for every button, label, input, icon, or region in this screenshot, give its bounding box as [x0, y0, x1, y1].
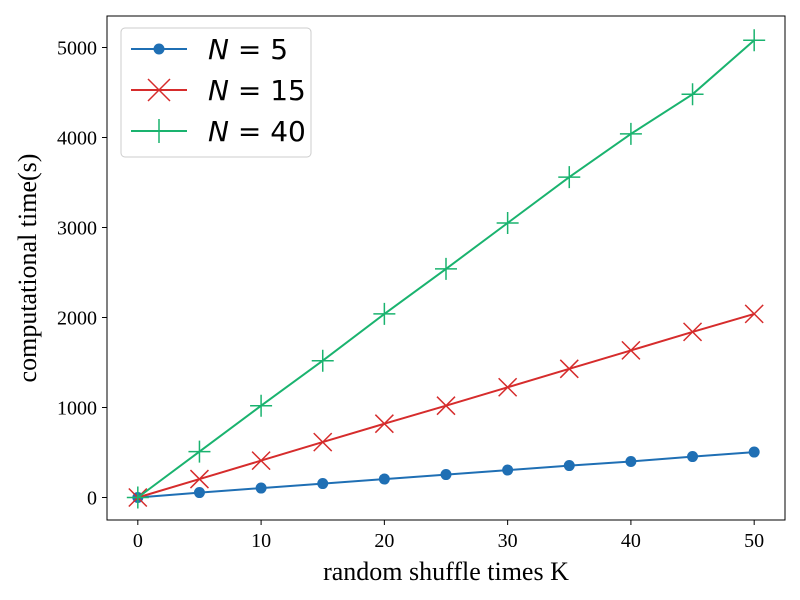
legend-marker: [147, 78, 171, 102]
data-point: [744, 304, 764, 324]
axis-ticks: 0 10 20 30 40 50 0 1000 2000 3000 4000 5000: [57, 38, 764, 553]
data-point: [502, 464, 514, 476]
data-point: [374, 414, 394, 434]
data-point: [126, 486, 149, 509]
data-point: [681, 83, 704, 106]
data-point: [435, 257, 457, 280]
data-point: [373, 302, 396, 325]
data-point: [563, 460, 575, 472]
legend-label: N = 40: [208, 115, 306, 148]
data-point: [193, 487, 205, 499]
x-axis-label: random shuffle times K: [323, 557, 569, 586]
y-tick-label: 1000: [57, 398, 97, 420]
data-point: [251, 451, 271, 471]
data-point: [440, 469, 452, 481]
plot-area: [106, 15, 786, 521]
data-point: [436, 396, 456, 416]
x-tick-label: 50: [744, 530, 764, 552]
data-point: [558, 166, 581, 189]
legend-box: [120, 27, 312, 158]
x-tick-label: 0: [133, 530, 143, 552]
series-1: [132, 446, 760, 503]
legend-entry-1: N = 5: [131, 33, 288, 66]
data-point: [748, 446, 760, 458]
data-point: [311, 349, 334, 372]
data-point: [498, 377, 518, 397]
data-point: [188, 440, 211, 463]
data-point: [683, 322, 703, 342]
y-tick-label: 0: [87, 488, 97, 510]
data-point: [687, 451, 699, 463]
y-tick-label: 2000: [57, 308, 97, 330]
x-tick-label: 10: [251, 530, 271, 552]
y-tick-label: 4000: [57, 128, 97, 150]
data-point: [625, 456, 637, 467]
y-axis-label: computational time(s): [13, 154, 42, 383]
series-3: [126, 29, 766, 509]
legend-entry-2: N = 15: [131, 74, 306, 107]
y-tick-label: 5000: [57, 38, 97, 60]
legend-marker: [153, 43, 165, 55]
axes-frame: [106, 15, 786, 521]
data-point: [250, 394, 273, 417]
x-tick-label: 30: [498, 530, 518, 552]
data-point: [496, 212, 519, 234]
legend-label: N = 15: [208, 74, 306, 107]
series-2: [128, 304, 764, 508]
y-tick-label: 3000: [57, 218, 97, 240]
x-tick-label: 20: [374, 530, 394, 552]
data-point: [378, 473, 390, 485]
data-point: [255, 482, 267, 494]
legend: N = 5 N = 15 N = 40: [120, 27, 312, 158]
data-point: [559, 359, 579, 379]
data-point: [317, 478, 329, 490]
legend-marker: [147, 119, 171, 143]
legend-label: N = 5: [208, 33, 288, 66]
data-point: [189, 469, 209, 489]
data-point: [743, 29, 766, 52]
x-tick-label: 40: [621, 530, 641, 552]
data-point: [313, 432, 333, 452]
data-point: [619, 122, 642, 145]
legend-entry-3: N = 40: [131, 115, 306, 148]
data-point: [621, 340, 641, 360]
